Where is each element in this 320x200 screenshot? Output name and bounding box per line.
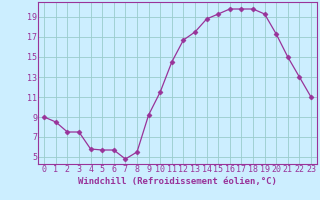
X-axis label: Windchill (Refroidissement éolien,°C): Windchill (Refroidissement éolien,°C) — [78, 177, 277, 186]
